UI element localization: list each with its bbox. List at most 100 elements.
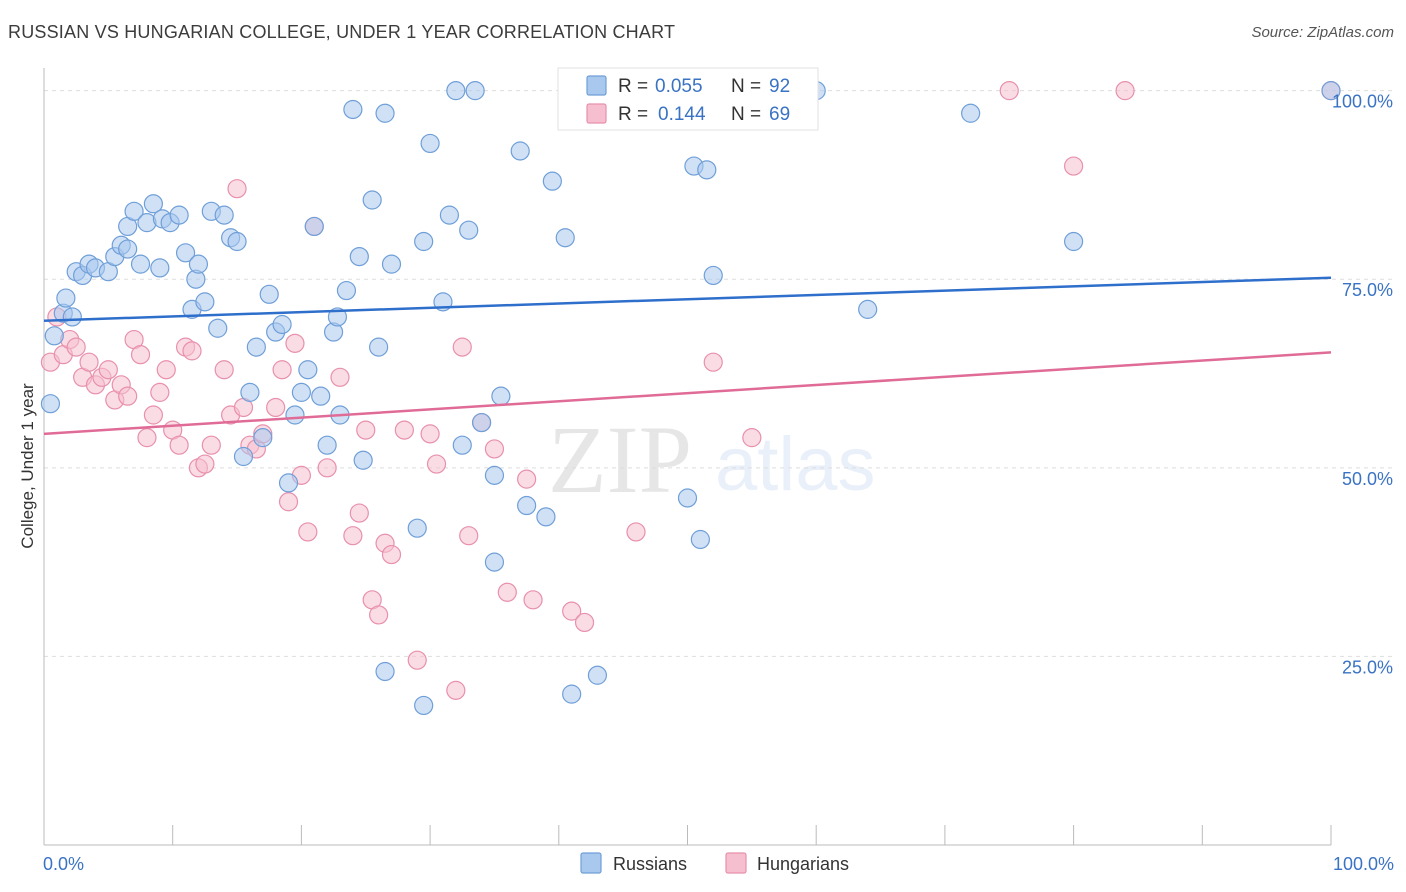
data-point-russians — [677, 488, 698, 508]
correlation-legend: R = 0.055 N = 92 R = 0.144 N = 69 — [557, 67, 819, 131]
data-point-russians — [459, 220, 479, 240]
series-russians — [40, 81, 1341, 716]
data-point-hungarians — [195, 454, 215, 474]
data-point-russians — [343, 99, 363, 120]
data-point-hungarians — [459, 526, 479, 546]
data-point-hungarians — [272, 360, 292, 380]
data-point-russians — [278, 473, 299, 493]
data-point-hungarians — [517, 469, 537, 489]
data-point-russians — [587, 665, 608, 685]
data-point-hungarians — [356, 420, 376, 440]
trend-line-russians — [43, 276, 1332, 322]
data-point-russians — [697, 160, 717, 180]
data-point-hungarians — [317, 458, 337, 478]
data-point-hungarians — [285, 333, 305, 353]
y-tick-label: 50.0% — [1342, 469, 1393, 489]
chart-source: Source: ZipAtlas.com — [1251, 24, 1394, 41]
data-point-russians — [375, 103, 395, 123]
data-point-russians — [175, 243, 196, 263]
data-point-russians — [317, 435, 337, 455]
data-point-russians — [961, 103, 981, 123]
data-point-russians — [253, 428, 273, 448]
watermark: ZIP atlas — [548, 406, 876, 513]
data-point-russians — [298, 360, 318, 380]
data-point-russians — [336, 280, 357, 301]
data-point-hungarians — [201, 435, 221, 455]
data-point-hungarians — [999, 81, 1019, 101]
data-point-hungarians — [298, 522, 318, 542]
series-legend-swatch-russians — [580, 852, 602, 874]
series-legend-label-hungarians: Hungarians — [757, 854, 849, 874]
y-tick-label: 75.0% — [1342, 280, 1393, 300]
data-point-russians — [272, 314, 292, 335]
data-point-hungarians — [452, 337, 472, 357]
data-point-russians — [195, 292, 215, 312]
data-point-hungarians — [574, 612, 595, 633]
data-point-hungarians — [484, 439, 505, 459]
data-point-hungarians — [394, 420, 414, 440]
data-point-russians — [311, 386, 331, 406]
data-point-russians — [420, 133, 440, 154]
data-point-hungarians — [66, 337, 86, 357]
data-point-russians — [188, 254, 209, 274]
data-point-hungarians — [369, 605, 389, 625]
data-point-russians — [703, 265, 723, 286]
data-point-hungarians — [137, 428, 157, 448]
data-point-hungarians — [497, 582, 517, 602]
data-point-russians — [414, 231, 434, 252]
legend-r-value-hungarians: 0.144 — [658, 104, 706, 125]
data-point-russians — [858, 299, 878, 319]
data-point-hungarians — [330, 367, 350, 387]
data-point-russians — [510, 141, 530, 161]
legend-r-label-russians: R = — [618, 76, 648, 97]
data-point-hungarians — [523, 590, 543, 610]
legend-swatch-hungarians — [586, 103, 607, 124]
data-point-hungarians — [227, 179, 247, 199]
y-tick-label: 100.0% — [1332, 92, 1393, 112]
data-point-russians — [214, 205, 234, 225]
data-point-russians — [304, 216, 324, 237]
data-point-russians — [381, 254, 402, 274]
data-point-russians — [555, 228, 575, 248]
data-point-hungarians — [150, 382, 170, 402]
legend-swatch-russians — [586, 75, 607, 96]
data-point-hungarians — [266, 397, 286, 418]
data-point-russians — [1063, 231, 1084, 252]
data-point-hungarians — [169, 435, 189, 455]
y-tick-labels: 25.0% 50.0% 75.0% 100.0% — [1332, 92, 1393, 678]
legend-r-value-russians: 0.055 — [655, 76, 703, 97]
trend-line-hungarians — [43, 351, 1332, 436]
series-legend-label-russians: Russians — [613, 854, 687, 874]
data-point-hungarians — [742, 428, 762, 448]
data-point-russians — [484, 465, 505, 485]
data-point-russians — [353, 450, 373, 470]
data-point-hungarians — [182, 341, 202, 361]
data-point-russians — [285, 405, 305, 425]
data-point-russians — [439, 205, 460, 225]
data-point-hungarians — [562, 601, 582, 621]
data-point-russians — [362, 190, 382, 210]
legend-r-label-hungarians: R = — [618, 104, 648, 125]
data-point-russians — [536, 507, 556, 527]
data-point-hungarians — [214, 360, 234, 380]
y-tick-label: 25.0% — [1342, 657, 1393, 677]
data-point-russians — [150, 258, 170, 278]
data-point-russians — [471, 412, 492, 433]
data-point-hungarians — [156, 360, 176, 380]
data-point-hungarians — [118, 386, 138, 406]
data-point-hungarians — [278, 492, 299, 512]
data-point-russians — [44, 326, 64, 346]
data-point-russians — [124, 201, 144, 221]
data-point-russians — [259, 284, 279, 304]
data-point-russians — [143, 194, 163, 214]
data-point-russians — [291, 382, 311, 402]
data-point-russians — [484, 552, 505, 572]
data-point-russians — [208, 318, 228, 338]
data-point-russians — [517, 495, 537, 516]
data-point-hungarians — [420, 424, 440, 444]
data-point-hungarians — [98, 360, 118, 380]
x-axis-ticks — [43, 825, 1332, 845]
data-point-russians — [542, 171, 562, 191]
data-point-russians — [562, 684, 582, 704]
